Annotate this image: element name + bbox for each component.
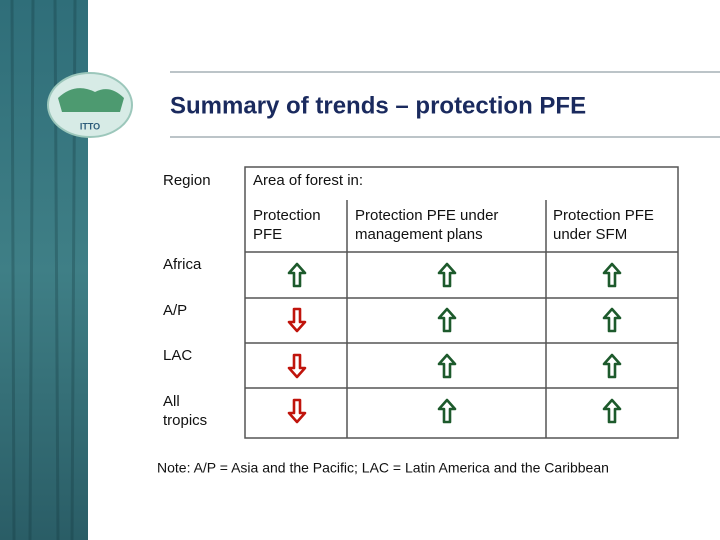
column-header: Protection PFE under — [355, 207, 498, 224]
slide-title: Summary of trends – protection PFE — [170, 92, 586, 119]
column-header: Protection PFE — [553, 207, 654, 224]
logo-text: ITTO — [80, 121, 100, 131]
row-label: tropics — [163, 412, 207, 429]
row-label: A/P — [163, 302, 187, 319]
column-header: Protection — [253, 207, 321, 224]
region-header: Region — [163, 172, 211, 189]
footnote: Note: A/P = Asia and the Pacific; LAC = … — [157, 460, 609, 476]
logo: ITTO — [47, 72, 133, 138]
column-header: PFE — [253, 226, 282, 243]
column-header: management plans — [355, 226, 483, 243]
group-header: Area of forest in: — [253, 172, 363, 189]
row-label: Africa — [163, 256, 202, 273]
row-label: All — [163, 393, 180, 410]
column-header: under SFM — [553, 226, 627, 243]
table-grid — [244, 166, 679, 439]
row-label: LAC — [163, 347, 192, 364]
